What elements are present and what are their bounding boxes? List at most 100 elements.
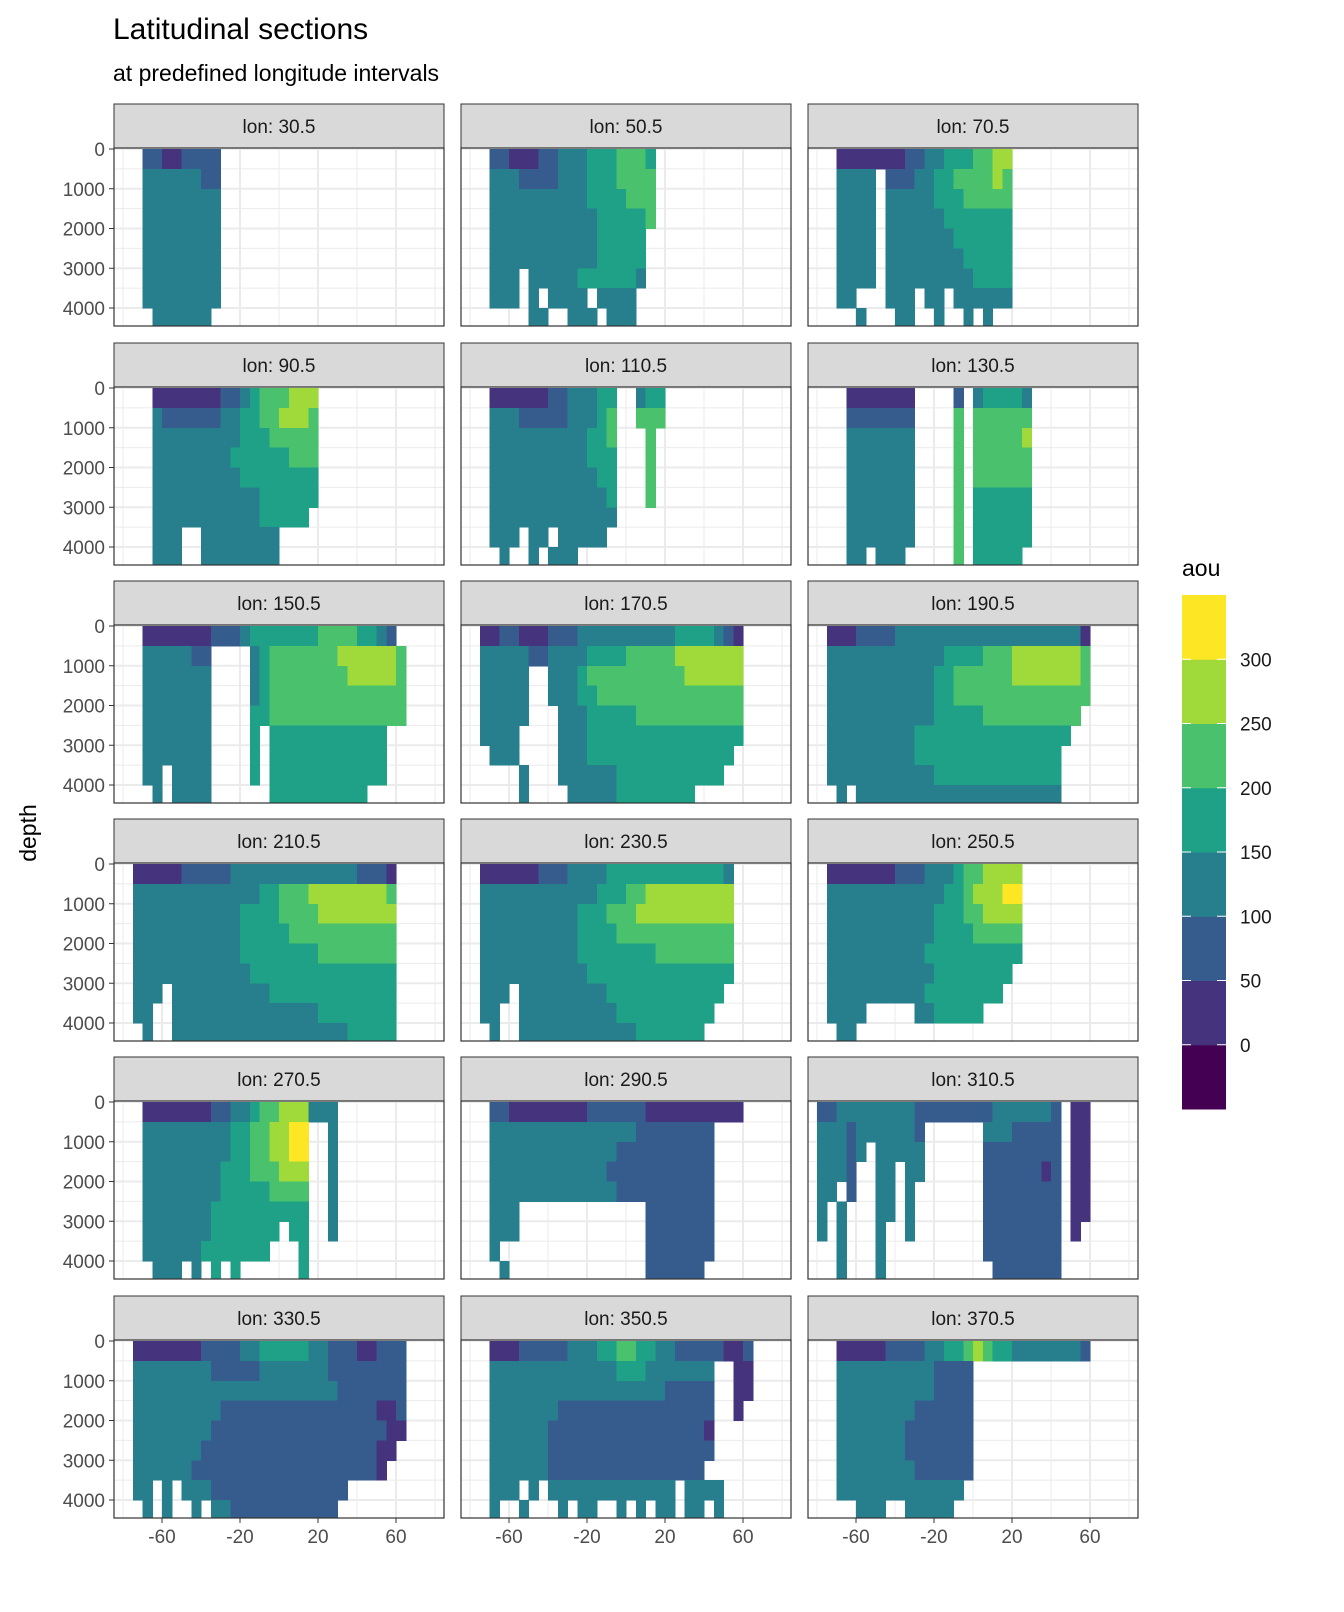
contour-cell (220, 407, 241, 429)
contour-cell (846, 388, 915, 409)
contour-cell (587, 665, 685, 687)
contour-cell (489, 188, 588, 210)
contour-fill (142, 149, 221, 326)
contour-cell (596, 288, 637, 309)
contour-cell (973, 467, 1032, 488)
contour-cell (288, 1141, 309, 1163)
contour-cell (171, 983, 270, 1004)
contour-cell (836, 1241, 847, 1262)
contour-cell (249, 725, 260, 746)
contour-cell (557, 168, 588, 190)
contour-cell (953, 864, 964, 885)
contour-cell (836, 228, 876, 249)
contour-cell (982, 864, 1023, 885)
contour-cell (817, 1161, 847, 1182)
contour-cell (489, 149, 510, 170)
contour-cell (509, 1102, 588, 1123)
contour-cell (230, 447, 290, 468)
contour-cell (635, 903, 734, 925)
contour-cell (826, 963, 935, 984)
contour-cell (249, 1141, 270, 1163)
contour-cell (479, 883, 598, 905)
contour-cell (1021, 427, 1032, 449)
contour-cell (577, 903, 607, 925)
contour-cell (142, 1500, 153, 1518)
contour-cell (201, 1440, 377, 1461)
contour-cell (518, 983, 607, 1004)
panel-border (807, 862, 1139, 1042)
facet-panel: lon: 170.5 (460, 580, 792, 804)
facet-strip-label: lon: 190.5 (931, 594, 1014, 615)
y-tick-label: 4000 (63, 299, 105, 320)
contour-cell (885, 188, 935, 210)
contour-cell (982, 1161, 1042, 1182)
facet-panel: lon: 210.5 0 1000 2000 3000 4000 (63, 818, 445, 1042)
contour-cell (142, 765, 163, 786)
contour-cell (220, 1181, 270, 1202)
contour-cell (308, 1341, 329, 1362)
contour-cell (152, 785, 163, 803)
y-tick-label: 1000 (63, 180, 105, 201)
contour-cell (489, 407, 520, 429)
contour-cell (1041, 1161, 1052, 1182)
contour-cell (142, 1221, 212, 1242)
contour-cell (1070, 1161, 1091, 1182)
contour-cell (518, 168, 559, 190)
facet-strip (460, 1295, 792, 1341)
contour-cell (479, 864, 539, 885)
contour-cell (645, 1221, 715, 1242)
legend-label: 50 (1240, 972, 1261, 993)
contour-cell (279, 883, 309, 905)
contour-cell (616, 168, 656, 190)
contour-cell (953, 388, 964, 409)
contour-cell (337, 645, 397, 667)
contour-cell (606, 1161, 715, 1182)
facet-strip-label: lon: 370.5 (931, 1309, 1014, 1330)
contour-cell (733, 626, 744, 647)
y-tick-label: 0 (94, 617, 105, 638)
contour-cell (953, 467, 964, 488)
contour-cell (596, 685, 744, 706)
contour-cell (645, 487, 656, 508)
facet-panel: lon: 90.5 0 1000 2000 3000 4000 (63, 342, 445, 566)
contour-cell (386, 626, 397, 647)
contour-cell (327, 1341, 358, 1362)
contour-cell (489, 745, 520, 766)
contour-cell (836, 1460, 915, 1481)
contour-cell (635, 388, 646, 409)
contour-cell (548, 1420, 705, 1441)
contour-cell (982, 1201, 1062, 1222)
contour-cell (142, 645, 192, 667)
contour-cell (318, 903, 397, 925)
contour-cell (548, 645, 588, 667)
contour-cell (596, 248, 646, 269)
contour-cell (249, 626, 319, 647)
contour-cell (885, 208, 945, 229)
panel-border (113, 624, 445, 804)
contour-cell (142, 1201, 212, 1222)
contour-cell (684, 1500, 705, 1518)
contour-cell (538, 149, 559, 170)
contour-cell (836, 1261, 847, 1279)
contour-cell (269, 1181, 309, 1202)
contour-cell (846, 407, 915, 429)
contour-cell (259, 487, 319, 508)
contour-cell (132, 1460, 192, 1481)
legend-label: 250 (1240, 715, 1272, 736)
contour-cell (1070, 1121, 1091, 1143)
contour-fill (489, 1341, 754, 1518)
contour-cell (567, 407, 598, 429)
contour-cell (953, 547, 964, 565)
contour-cell (269, 765, 387, 786)
contour-cell (826, 725, 915, 746)
panel-border (807, 624, 1139, 804)
contour-cell (743, 1341, 754, 1362)
contour-cell (557, 705, 588, 726)
contour-cell (249, 705, 270, 726)
contour-cell (836, 785, 847, 803)
contour-cell (655, 1341, 676, 1362)
contour-cell (201, 1241, 270, 1262)
contour-cell (723, 1341, 744, 1362)
contour-cell (249, 685, 260, 706)
contour-cell (606, 864, 724, 885)
